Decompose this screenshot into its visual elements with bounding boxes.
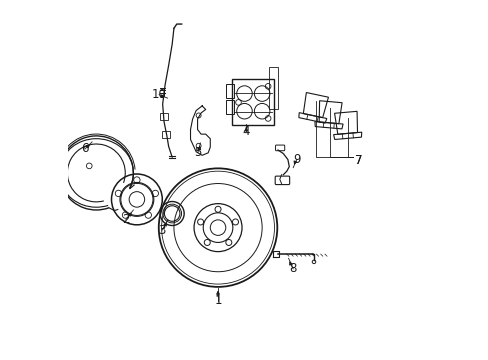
- Text: 7: 7: [355, 154, 362, 167]
- Text: 10: 10: [151, 88, 166, 101]
- Text: 4: 4: [242, 125, 249, 138]
- Text: 2: 2: [122, 213, 129, 226]
- Text: 3: 3: [158, 224, 165, 237]
- Text: 8: 8: [289, 262, 296, 275]
- Text: 7: 7: [355, 154, 362, 167]
- Text: 9: 9: [292, 153, 300, 166]
- Text: 1: 1: [214, 294, 222, 307]
- Text: 5: 5: [194, 146, 201, 159]
- Text: 6: 6: [81, 143, 89, 156]
